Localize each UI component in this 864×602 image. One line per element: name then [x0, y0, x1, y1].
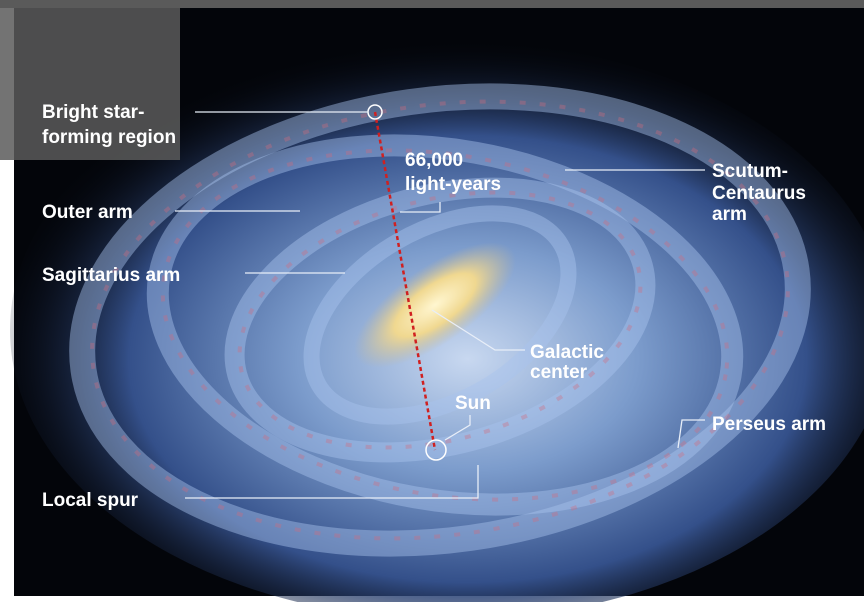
label: Scutum-: [712, 161, 788, 182]
label: 66,000: [405, 150, 463, 171]
label: Outer arm: [42, 202, 133, 223]
label: Sagittarius arm: [42, 265, 180, 286]
galaxy-diagram: Bright star- forming region 66,000 light…: [0, 0, 864, 602]
label: Centaurus: [712, 183, 806, 204]
label: Bright star-: [42, 102, 144, 123]
label: Perseus arm: [712, 414, 826, 435]
label: Local spur: [42, 490, 139, 511]
label: forming region: [42, 127, 176, 148]
page: Bright star- forming region 66,000 light…: [0, 0, 864, 602]
label: light-years: [405, 174, 501, 195]
label: arm: [712, 204, 747, 225]
label: Galactic: [530, 342, 604, 363]
label: Sun: [455, 393, 491, 414]
label: center: [530, 362, 588, 383]
